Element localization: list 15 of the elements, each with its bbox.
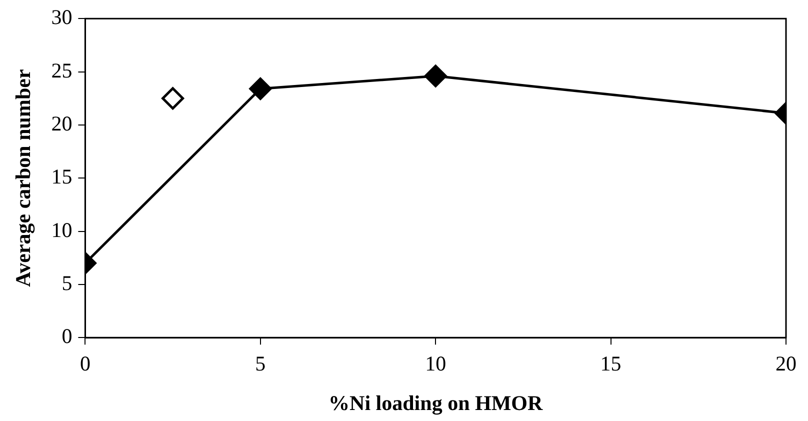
point — [162, 87, 184, 110]
y-axis-title: Average carbon number — [11, 69, 36, 287]
y-tick-label: 15 — [51, 164, 72, 189]
y-tick-label: 0 — [62, 324, 72, 348]
x-tick-label: 20 — [776, 352, 796, 376]
x-tick-label: 0 — [80, 352, 90, 376]
y-tick-label: 25 — [51, 58, 72, 82]
y-tick-label: 20 — [51, 111, 72, 136]
y-tick-label: 30 — [51, 5, 72, 30]
y-tick-label: 5 — [62, 270, 72, 295]
x-tick-label: 10 — [425, 352, 446, 376]
x-tick-label: 15 — [600, 352, 622, 376]
x-axis-title: %Ni loading on HMOR — [328, 390, 544, 415]
y-tick-label: 10 — [51, 218, 72, 242]
x-tick-label: 5 — [255, 352, 266, 376]
